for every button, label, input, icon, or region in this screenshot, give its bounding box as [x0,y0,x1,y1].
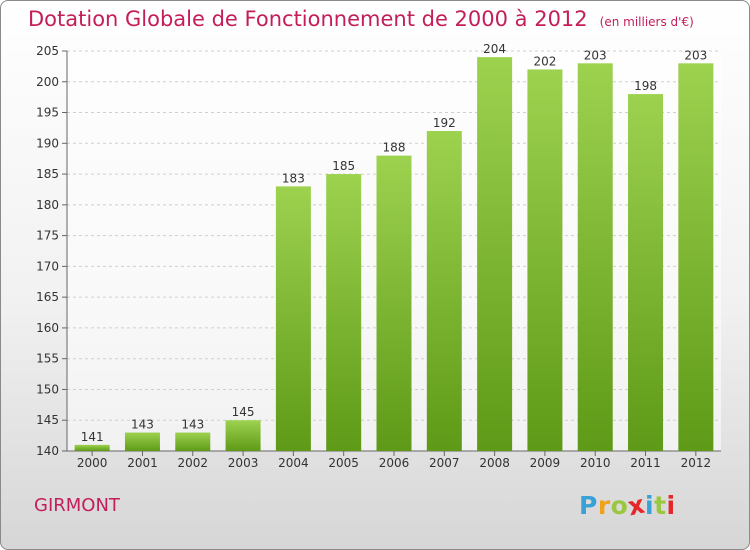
title-text: Dotation Globale de Fonctionnement de 20… [28,7,588,31]
data-label: 143 [181,418,204,432]
data-label: 192 [433,116,456,130]
y-tick-label: 200 [36,75,59,89]
x-tick-label: 2004 [278,456,309,470]
bar [326,174,362,452]
bar [628,94,664,452]
data-label: 141 [81,430,104,444]
bar [275,186,311,451]
y-tick-label: 175 [36,229,59,243]
bar [527,69,563,451]
logo-letter: i [645,491,655,520]
y-tick-label: 160 [36,321,59,335]
y-tick-label: 155 [36,352,59,366]
y-tick-label: 180 [36,198,59,212]
y-tick-label: 140 [36,444,59,458]
logo-letter: i [666,491,676,520]
logo-letter: P [579,491,598,520]
y-tick-label: 205 [36,44,59,58]
chart-title: Dotation Globale de Fonctionnement de 20… [28,7,694,31]
y-tick-label: 195 [36,106,59,120]
x-tick-label: 2009 [530,456,561,470]
x-tick-label: 2001 [127,456,158,470]
data-label: 145 [232,405,255,419]
x-tick-label: 2007 [429,456,460,470]
x-tick-label: 2006 [379,456,410,470]
x-tick-label: 2008 [479,456,510,470]
y-tick-label: 145 [36,413,59,427]
bar [225,420,261,451]
logo-letter: o [610,491,629,520]
unit-label: (en milliers d'€) [599,15,694,29]
y-tick-label: 185 [36,167,59,181]
bar [376,155,412,451]
logo-letter: r [597,491,611,520]
logo-letter: t [654,491,667,520]
bar [74,444,110,451]
data-label: 143 [131,418,154,432]
data-label: 185 [332,159,355,173]
y-tick-label: 190 [36,136,59,150]
data-label: 204 [483,42,506,56]
x-tick-label: 2000 [77,456,108,470]
x-tick-label: 2010 [580,456,611,470]
x-tick-label: 2005 [328,456,359,470]
x-tick-label: 2003 [228,456,259,470]
bar [678,63,714,452]
y-tick-label: 170 [36,259,59,273]
proxiti-logo[interactable]: Proxiti [579,490,676,522]
data-label: 188 [383,141,406,155]
bar [577,63,613,452]
bar [426,131,462,451]
data-label: 202 [533,54,556,68]
bar [175,432,211,451]
x-tick-label: 2011 [630,456,661,470]
y-tick-label: 165 [36,290,59,304]
x-tick-label: 2002 [177,456,208,470]
data-label: 198 [634,79,657,93]
data-label: 203 [584,48,607,62]
bar [124,432,160,451]
data-label: 203 [684,48,707,62]
y-tick-label: 150 [36,382,59,396]
x-tick-label: 2012 [681,456,712,470]
municipality-name: GIRMONT [34,495,120,516]
data-label: 183 [282,171,305,185]
bar [477,57,513,452]
